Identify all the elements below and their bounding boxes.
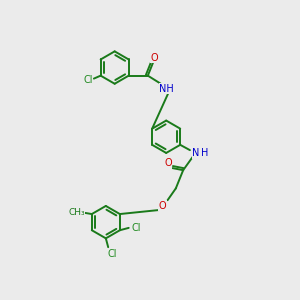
- Text: O: O: [158, 200, 166, 211]
- Text: Cl: Cl: [108, 249, 117, 259]
- Text: N: N: [192, 148, 200, 158]
- Text: O: O: [151, 53, 158, 63]
- Text: H: H: [201, 148, 208, 158]
- Text: Cl: Cl: [83, 75, 93, 85]
- Text: CH₃: CH₃: [68, 208, 85, 217]
- Text: NH: NH: [159, 84, 174, 94]
- Text: Cl: Cl: [131, 223, 140, 233]
- Text: O: O: [164, 158, 172, 168]
